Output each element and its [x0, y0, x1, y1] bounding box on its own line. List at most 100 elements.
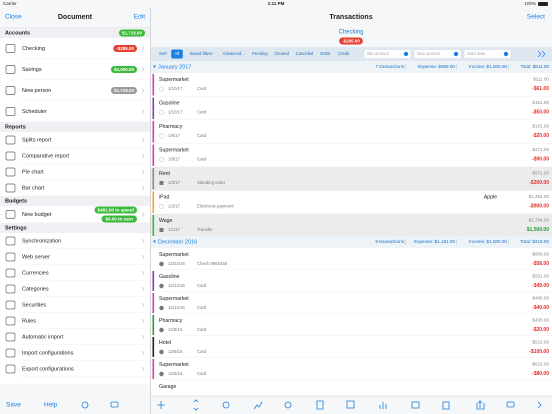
filter-collapse[interactable] [537, 50, 546, 58]
grid-icon[interactable] [346, 400, 355, 409]
row-label[interactable]: Currencies [22, 270, 49, 276]
field-placeholder: Max amount [417, 51, 441, 56]
list-row[interactable] [0, 265, 150, 281]
list-row[interactable] [0, 233, 150, 249]
row-label[interactable]: Scheduler [22, 109, 47, 115]
list-row[interactable] [0, 148, 150, 164]
filter-button[interactable]: Cleared [274, 51, 289, 56]
filter-button[interactable]: Sort [159, 51, 168, 56]
list-row[interactable] [0, 361, 150, 377]
method: Electronic payment [197, 204, 234, 209]
filter-button[interactable]: Advanced... [223, 51, 245, 56]
clear-field[interactable] [453, 51, 459, 57]
filter-button[interactable]: Saved filters [189, 51, 212, 56]
filter-button[interactable]: Credit [338, 51, 350, 56]
calendar-icon [159, 228, 164, 232]
payee: Wage [159, 218, 172, 224]
row-label[interactable]: Securities [22, 302, 46, 308]
filter-button[interactable]: Pending [252, 51, 268, 56]
list-row[interactable] [0, 313, 150, 329]
row-label[interactable]: Checking [22, 46, 45, 52]
document-icon[interactable] [316, 400, 324, 410]
row-label[interactable]: New person [22, 88, 51, 94]
transaction-row[interactable] [151, 167, 552, 191]
row-label[interactable]: Comparative report [22, 153, 70, 159]
list-row[interactable] [0, 101, 150, 122]
transaction-row[interactable] [151, 190, 552, 215]
transaction-row[interactable] [151, 314, 552, 336]
edit-button[interactable]: Edit [134, 14, 145, 21]
transaction-row[interactable] [151, 336, 552, 358]
date: 1/6/17 [168, 157, 181, 162]
clear-field[interactable] [403, 51, 409, 57]
settings-icon[interactable] [81, 401, 89, 409]
group-title[interactable]: January 2017 [158, 64, 191, 70]
transaction-row[interactable] [151, 214, 552, 238]
help-button[interactable]: Help [44, 402, 58, 409]
row-label[interactable]: Export configurations [22, 366, 74, 372]
method: Transfer [197, 227, 213, 232]
filter-field[interactable] [363, 49, 412, 59]
amount: -$20.00 [532, 133, 549, 139]
add-icon[interactable] [157, 401, 165, 409]
transaction-row[interactable] [151, 358, 552, 380]
row-label[interactable]: Web server [22, 254, 50, 260]
share-icon[interactable] [476, 400, 485, 410]
bars-icon[interactable] [379, 402, 387, 409]
transaction-row[interactable] [151, 96, 552, 121]
list-row[interactable] [0, 132, 150, 148]
row-icon [5, 151, 16, 161]
row-label[interactable]: Automatic import [22, 334, 64, 340]
row-label[interactable]: Rules [22, 318, 36, 324]
list-row[interactable] [0, 180, 150, 196]
row-icon [5, 65, 16, 74]
list-row[interactable] [0, 80, 150, 101]
clock-icon[interactable] [284, 401, 292, 409]
chevron [141, 46, 145, 51]
chart-icon[interactable] [253, 401, 263, 410]
calendar-icon[interactable] [411, 401, 420, 409]
sort-icon[interactable] [193, 399, 199, 411]
list-row[interactable] [0, 297, 150, 313]
row-icon [5, 300, 16, 310]
list-row[interactable] [0, 249, 150, 265]
group-title[interactable]: December 2016 [158, 239, 197, 245]
filter-button[interactable]: Canceled [296, 51, 314, 56]
list-row[interactable] [0, 281, 150, 297]
row-label[interactable]: Bar chart [22, 185, 45, 191]
filter-field[interactable] [413, 49, 462, 59]
clear-field[interactable] [503, 51, 509, 57]
select-button[interactable]: Select [527, 14, 545, 21]
transaction-row[interactable] [151, 73, 552, 97]
row-label[interactable]: New budget [22, 212, 52, 218]
group-income: Income: $1,500.00 [469, 64, 507, 69]
list-row[interactable] [0, 329, 150, 345]
filter-field[interactable] [463, 49, 512, 59]
row-label[interactable]: Categories [22, 286, 49, 292]
transaction-row[interactable] [151, 120, 552, 144]
row-label[interactable]: Import configurations [22, 350, 74, 356]
close-button[interactable]: Close [5, 14, 22, 21]
list-row[interactable] [0, 345, 150, 361]
row-label[interactable]: Pie chart [22, 169, 44, 175]
print-icon-2[interactable] [506, 401, 515, 408]
save-button[interactable]: Save [6, 402, 21, 409]
list-row[interactable] [0, 59, 150, 80]
transaction-row[interactable] [151, 292, 552, 314]
row-label[interactable]: Synchronization [22, 238, 61, 244]
trash-icon[interactable] [442, 401, 450, 410]
transaction-row[interactable] [151, 270, 552, 292]
transaction-row[interactable] [151, 248, 552, 270]
next-icon[interactable] [537, 401, 542, 409]
row-label[interactable]: Savings [22, 67, 42, 73]
filter-icon[interactable] [222, 401, 230, 409]
filter-button[interactable]: All [175, 51, 180, 56]
group-toggle[interactable] [153, 65, 156, 69]
transaction-row[interactable] [151, 143, 552, 168]
row-label[interactable]: Splits report [22, 137, 52, 143]
filter-button[interactable]: Debit [320, 51, 331, 56]
list-row[interactable] [0, 164, 150, 180]
group-toggle[interactable] [153, 240, 156, 244]
print-icon[interactable] [110, 401, 119, 408]
list-row[interactable] [0, 38, 150, 59]
